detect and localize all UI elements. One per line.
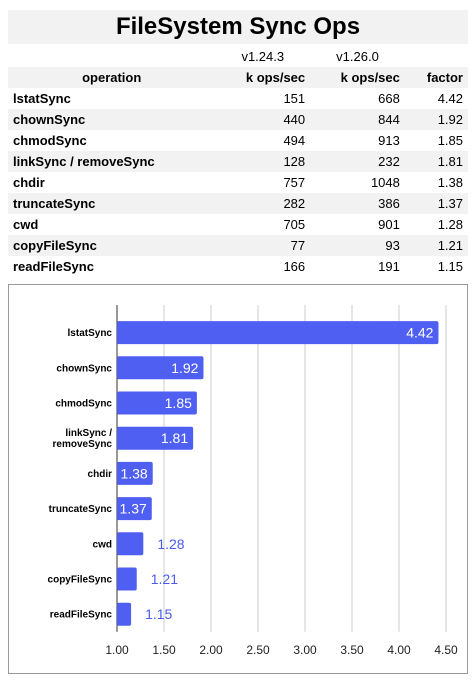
row-factor: 1.15 bbox=[437, 259, 463, 274]
row-factor: 1.38 bbox=[437, 175, 463, 190]
row-factor: 4.42 bbox=[437, 91, 463, 106]
value-label: 4.42 bbox=[406, 325, 433, 341]
row-kops-b: 668 bbox=[378, 91, 400, 106]
table-row: linkSync / removeSync 128 232 1.81 bbox=[8, 151, 468, 172]
ops-table: v1.24.3 v1.26.0 operation k ops/sec k op… bbox=[8, 46, 468, 277]
category-label: readFileSync bbox=[50, 610, 113, 621]
version-a: v1.24.3 bbox=[241, 49, 285, 64]
row-factor: 1.85 bbox=[437, 133, 463, 148]
row-operation: chdir bbox=[13, 175, 45, 190]
x-tick-label: 2.50 bbox=[246, 643, 270, 657]
table-row: chownSync 440 844 1.92 bbox=[8, 109, 468, 130]
row-kops-a: 440 bbox=[215, 109, 311, 130]
table-row: truncateSync 282 386 1.37 bbox=[8, 193, 468, 214]
bar bbox=[117, 321, 439, 345]
bar bbox=[117, 532, 144, 556]
row-factor: 1.21 bbox=[404, 235, 468, 256]
bar bbox=[117, 356, 204, 380]
value-label: 1.15 bbox=[145, 606, 172, 622]
row-operation: linkSync / removeSync bbox=[8, 151, 216, 172]
col-factor: factor bbox=[404, 67, 468, 88]
row-factor: 1.28 bbox=[437, 217, 463, 232]
table-row: readFileSync 166 191 1.15 bbox=[8, 256, 468, 277]
category-label: chdir bbox=[88, 469, 113, 480]
col-kops-a: k ops/sec bbox=[215, 67, 311, 88]
value-label: 1.28 bbox=[157, 536, 184, 552]
category-label: linkSync / bbox=[65, 428, 112, 439]
category-label: truncateSync bbox=[49, 504, 113, 515]
table-row: copyFileSync 77 93 1.21 bbox=[8, 235, 468, 256]
row-kops-a: 128 bbox=[215, 151, 311, 172]
table-row: cwd 705 901 1.28 bbox=[8, 214, 468, 235]
col-operation: operation bbox=[8, 67, 216, 88]
category-label: lstatSync bbox=[68, 328, 113, 339]
row-kops-b: 93 bbox=[310, 235, 405, 256]
row-kops-a: 757 bbox=[283, 175, 306, 190]
x-tick-label: 1.00 bbox=[105, 643, 129, 657]
table-row: chdir 757 1048 1.38 bbox=[8, 172, 468, 193]
bar bbox=[117, 391, 197, 415]
row-factor: 1.92 bbox=[404, 109, 468, 130]
row-operation: chownSync bbox=[8, 109, 216, 130]
row-factor: 1.37 bbox=[404, 193, 468, 214]
row-kops-b: 1048 bbox=[370, 175, 400, 190]
category-label: removeSync bbox=[53, 439, 113, 450]
value-label: 1.92 bbox=[171, 360, 198, 376]
row-operation: readFileSync bbox=[13, 259, 94, 274]
row-operation: chmodSync bbox=[13, 133, 87, 148]
category-label: copyFileSync bbox=[48, 575, 113, 586]
row-kops-a: 77 bbox=[215, 235, 311, 256]
row-kops-b: 386 bbox=[310, 193, 405, 214]
category-label: chownSync bbox=[56, 363, 112, 374]
row-kops-b: 913 bbox=[378, 133, 400, 148]
col-kops-b: k ops/sec bbox=[310, 67, 405, 88]
table-row: chmodSync 494 913 1.85 bbox=[8, 130, 468, 151]
factor-chart: 1.00 1.50 2.00 2.50 3.00 3.50 4.00 4.50 lstatSyn… bbox=[8, 284, 468, 674]
row-factor: 1.81 bbox=[404, 151, 468, 172]
row-kops-a: 494 bbox=[283, 133, 306, 148]
bar bbox=[117, 567, 137, 591]
x-tick-label: 3.00 bbox=[293, 643, 317, 657]
row-kops-a: 166 bbox=[283, 259, 306, 274]
page-title: FileSystem Sync Ops bbox=[8, 10, 468, 44]
value-label: 1.37 bbox=[120, 501, 147, 517]
row-kops-b: 232 bbox=[310, 151, 405, 172]
category-label: chmodSync bbox=[55, 399, 112, 410]
row-kops-b: 901 bbox=[378, 217, 400, 232]
row-operation: copyFileSync bbox=[8, 235, 216, 256]
value-label: 1.81 bbox=[161, 430, 188, 446]
version-b: v1.26.0 bbox=[336, 49, 379, 64]
version-row: v1.24.3 v1.26.0 bbox=[8, 46, 468, 67]
row-operation: lstatSync bbox=[13, 91, 71, 106]
row-kops-b: 844 bbox=[310, 109, 405, 130]
row-kops-a: 151 bbox=[283, 91, 306, 106]
row-kops-a: 282 bbox=[215, 193, 311, 214]
bar bbox=[117, 497, 152, 521]
row-kops-b: 191 bbox=[378, 259, 400, 274]
value-label: 1.38 bbox=[120, 465, 147, 481]
x-tick-label: 2.00 bbox=[199, 643, 223, 657]
table-row: lstatSync 151 668 4.42 bbox=[8, 88, 468, 109]
bar bbox=[117, 426, 194, 450]
row-operation: cwd bbox=[13, 217, 39, 232]
x-tick-label: 3.50 bbox=[340, 643, 364, 657]
bar bbox=[117, 461, 153, 485]
row-operation: truncateSync bbox=[8, 193, 216, 214]
value-label: 1.85 bbox=[165, 395, 192, 411]
bar bbox=[117, 602, 132, 626]
row-kops-a: 705 bbox=[283, 217, 306, 232]
x-tick-label: 4.00 bbox=[387, 643, 411, 657]
value-label: 1.21 bbox=[151, 571, 178, 587]
x-tick-label: 1.50 bbox=[152, 643, 176, 657]
category-label: cwd bbox=[93, 539, 112, 550]
x-tick-label: 4.50 bbox=[434, 643, 458, 657]
header-row: operation k ops/sec k ops/sec factor bbox=[8, 67, 468, 88]
chart-svg: 1.00 1.50 2.00 2.50 3.00 3.50 4.00 4.50 lstatSyn… bbox=[48, 305, 458, 657]
